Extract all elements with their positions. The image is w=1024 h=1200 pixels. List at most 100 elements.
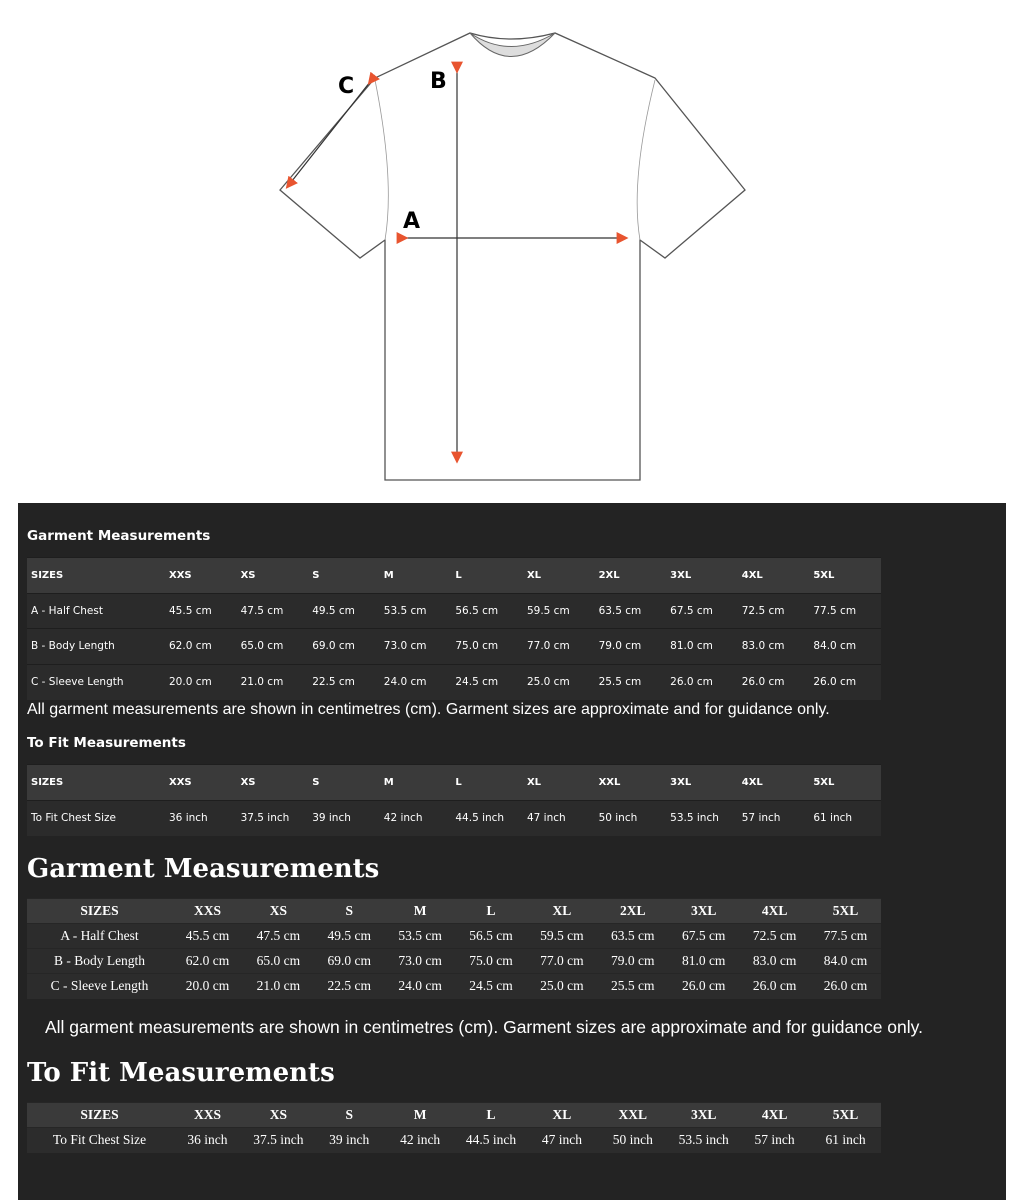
table-row: To Fit Chest Size 36 inch 37.5 inch 39 inch… [27,1127,881,1153]
header-cell: S [308,557,380,593]
table-cell: 79.0 cm [597,948,669,974]
table-cell: 47.5 cm [242,923,314,949]
header-cell: 3XL [666,557,738,593]
header-cell: XS [242,898,314,924]
table-cell: 79.0 cm [594,628,667,664]
table-cell: 36 inch [172,1127,243,1153]
table-cell: B - Body Length [27,948,173,974]
table-cell: 61 inch [809,799,881,836]
table-cell: 62.0 cm [172,948,243,974]
table-cell: 20.0 cm [165,663,237,700]
table-cell: 72.5 cm [739,923,811,949]
table-cell: 37.5 inch [236,799,309,836]
table-cell: 59.5 cm [526,923,598,949]
table-cell: 77.5 cm [810,923,881,949]
table-cell: To Fit Chest Size [27,799,165,836]
garment-measurements-table-large: SIZES XXS XS S M L XL 2XL 3XL 4XL 5XL A - Half Ches… [27,898,881,999]
garment-measurements-table: SIZES XXS XS S M L XL 2XL 3XL 4XL 5XL A - Half Ches… [27,557,881,700]
table-cell: 57 inch [739,1127,811,1153]
table-cell: 21.0 cm [236,663,309,700]
table-cell: C - Sleeve Length [27,663,165,700]
table-header-row: SIZES XXS XS S M L XL 2XL 3XL 4XL 5XL [27,557,881,593]
table-cell: 44.5 inch [455,1127,527,1153]
table-cell: B - Body Length [27,628,165,664]
header-cell: XS [236,764,309,800]
table-cell: 84.0 cm [809,628,881,664]
header-cell: 4XL [737,557,810,593]
table-cell: 26.0 cm [666,663,738,700]
table-cell: 39 inch [313,1127,385,1153]
header-cell: SIZES [27,557,165,593]
header-cell: 3XL [668,898,740,924]
header-cell: 4XL [739,1102,811,1128]
table-row: B - Body Length 62.0 cm 65.0 cm 69.0 cm 73.0… [27,948,881,974]
header-cell: M [379,764,452,800]
header-cell: SIZES [27,764,165,800]
table-cell: 21.0 cm [242,973,314,999]
table-cell: 26.0 cm [668,973,740,999]
table-cell: 24.0 cm [384,973,456,999]
table-cell: 20.0 cm [172,973,243,999]
header-cell: M [379,557,452,593]
table-cell: 53.5 inch [666,799,738,836]
table-header-row: SIZES XXS XS S M L XL 2XL 3XL 4XL 5XL [27,898,881,924]
table-cell: 62.0 cm [165,628,237,664]
table-cell: 24.0 cm [379,663,452,700]
header-cell: 5XL [809,557,881,593]
table-cell: 50 inch [597,1127,669,1153]
table-cell: 73.0 cm [384,948,456,974]
header-cell: XXL [597,1102,669,1128]
to-fit-table-large: SIZES XXS XS S M L XL XXL 3XL 4XL 5XL To Fit Chest … [27,1102,881,1153]
label-b: B [430,69,447,94]
header-cell: 3XL [666,764,738,800]
table-cell: 56.5 cm [451,592,523,629]
table-cell: 25.0 cm [526,973,598,999]
table-cell: 77.5 cm [809,592,881,629]
header-cell: 2XL [597,898,669,924]
table-cell: 57 inch [737,799,810,836]
arrow-c [285,71,380,189]
table-cell: 47 inch [522,799,595,836]
table-cell: 47.5 cm [236,592,309,629]
table-cell: 67.5 cm [666,592,738,629]
header-cell: S [313,1102,385,1128]
table-cell: 77.0 cm [526,948,598,974]
to-fit-heading: To Fit Measurements [27,735,186,751]
table-cell: 42 inch [384,1127,456,1153]
table-cell: 36 inch [165,799,237,836]
table-cell: 83.0 cm [737,628,810,664]
header-cell: 3XL [668,1102,740,1128]
table-row: B - Body Length 62.0 cm 65.0 cm 69.0 cm 73.0… [27,628,881,664]
table-cell: 83.0 cm [739,948,811,974]
table-cell: 56.5 cm [455,923,527,949]
table-cell: 53.5 inch [668,1127,740,1153]
table-cell: 25.0 cm [522,663,595,700]
table-cell: 59.5 cm [522,592,595,629]
table-cell: 45.5 cm [165,592,237,629]
header-cell: L [451,764,523,800]
header-cell: S [313,898,385,924]
header-cell: XL [526,1102,598,1128]
table-cell: 22.5 cm [313,973,385,999]
table-cell: 67.5 cm [668,923,740,949]
header-cell: S [308,764,380,800]
header-cell: 5XL [809,764,881,800]
header-cell: XL [522,764,595,800]
table-cell: 69.0 cm [308,628,380,664]
table-cell: 69.0 cm [313,948,385,974]
table-row: C - Sleeve Length 20.0 cm 21.0 cm 22.5 cm 24… [27,973,881,999]
table-cell: 25.5 cm [597,973,669,999]
garment-note: All garment measurements are shown in ce… [27,701,830,718]
header-cell: M [384,898,456,924]
collar [469,32,556,57]
header-cell: XXS [172,1102,243,1128]
header-cell: XL [522,557,595,593]
header-cell: L [455,1102,527,1128]
table-cell: 65.0 cm [236,628,309,664]
table-header-row: SIZES XXS XS S M L XL XXL 3XL 4XL 5XL [27,1102,881,1128]
table-cell: A - Half Chest [27,923,173,949]
header-cell: XXS [165,764,237,800]
table-cell: 24.5 cm [455,973,527,999]
table-cell: 25.5 cm [594,663,667,700]
table-cell: 50 inch [594,799,667,836]
